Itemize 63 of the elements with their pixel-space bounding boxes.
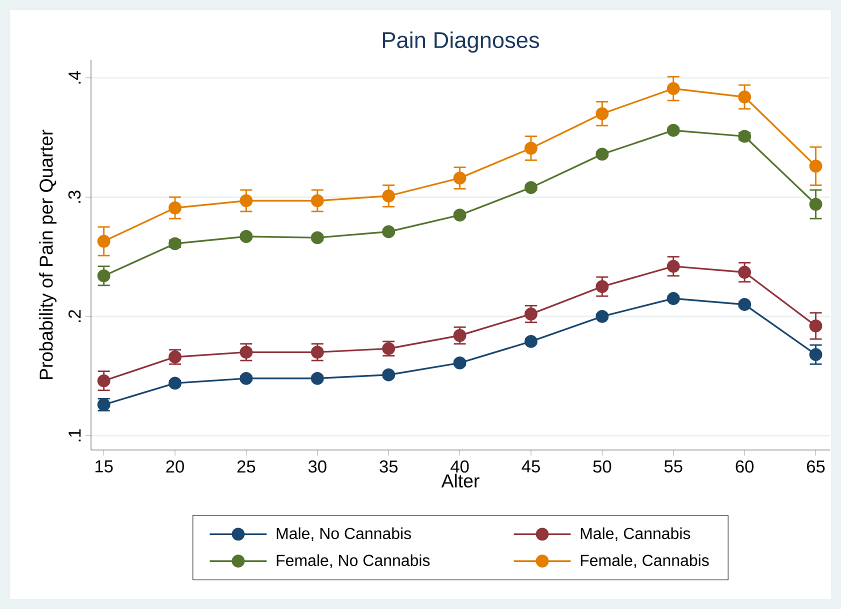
point xyxy=(240,346,253,359)
x-tick-label: 55 xyxy=(664,460,682,472)
point xyxy=(666,260,680,273)
y-tick-label: .3 xyxy=(68,190,81,203)
legend-label: Female, No Cannabis xyxy=(276,554,430,568)
point xyxy=(524,308,538,320)
y-tick-label: .4 xyxy=(68,71,81,84)
point xyxy=(596,280,609,294)
x-axis-title: Alter xyxy=(441,474,480,488)
x-tick-label: 50 xyxy=(593,460,612,473)
x-tick-label: 20 xyxy=(166,460,184,473)
point xyxy=(97,269,110,282)
x-tick-label: 40 xyxy=(450,460,469,473)
point xyxy=(382,368,396,382)
x-tick-label: 30 xyxy=(308,460,326,473)
point xyxy=(97,374,110,388)
point xyxy=(809,160,822,173)
point xyxy=(453,356,466,370)
x-tick-label: 45 xyxy=(522,460,540,472)
point xyxy=(666,124,680,137)
point xyxy=(97,234,110,248)
point xyxy=(453,329,466,342)
x-tick-label: 15 xyxy=(96,460,113,472)
point xyxy=(453,172,466,185)
point xyxy=(596,310,609,323)
x-tick-label: 60 xyxy=(736,460,754,473)
point xyxy=(240,230,253,243)
legend-label: Male, Cannabis xyxy=(580,527,690,542)
point xyxy=(809,198,822,211)
point xyxy=(524,181,538,194)
point xyxy=(240,194,253,208)
y-tick-label: .1 xyxy=(68,429,81,442)
point xyxy=(310,372,324,385)
point xyxy=(738,266,752,279)
point xyxy=(382,225,396,238)
point xyxy=(310,231,324,244)
point xyxy=(666,292,680,305)
x-tick-label: 35 xyxy=(380,460,398,473)
point xyxy=(168,237,182,250)
point xyxy=(310,346,324,359)
point xyxy=(453,208,466,222)
y-axis-title: Probability of Pain per Quarter xyxy=(39,130,57,380)
point xyxy=(809,348,822,362)
point xyxy=(596,107,609,120)
point xyxy=(168,201,182,214)
point xyxy=(382,189,396,202)
legend-label: Female, Cannabis xyxy=(580,554,709,568)
x-tick-label: 25 xyxy=(237,460,256,473)
chart-title: Pain Diagnoses xyxy=(382,31,540,53)
x-tick-label: 65 xyxy=(807,460,825,473)
point xyxy=(738,90,752,104)
point xyxy=(738,130,752,143)
point xyxy=(310,194,324,208)
point xyxy=(666,82,680,96)
y-tick-label: .2 xyxy=(68,310,81,322)
point xyxy=(809,319,822,332)
legend-label: Male, No Cannabis xyxy=(276,527,411,542)
point xyxy=(168,376,182,390)
point xyxy=(524,334,538,348)
point xyxy=(240,372,253,385)
point xyxy=(524,142,538,155)
point xyxy=(738,298,752,311)
point xyxy=(596,148,609,161)
